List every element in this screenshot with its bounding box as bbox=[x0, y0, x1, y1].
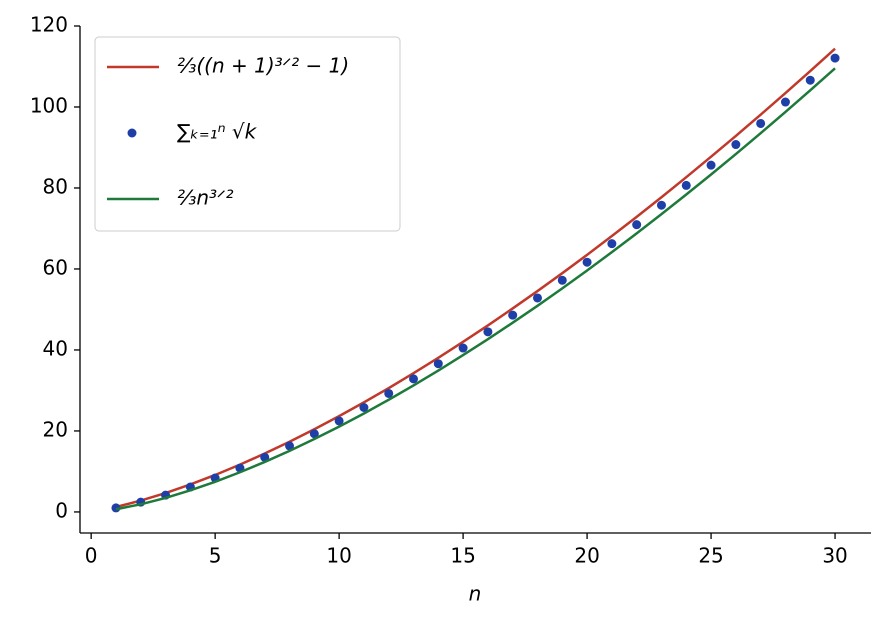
point bbox=[756, 118, 766, 128]
x-tick-label: 30 bbox=[822, 544, 847, 568]
point bbox=[111, 503, 121, 513]
point bbox=[285, 441, 295, 451]
y-tick-label: 120 bbox=[30, 13, 68, 37]
point bbox=[706, 160, 716, 170]
point bbox=[681, 180, 691, 190]
point bbox=[384, 388, 394, 398]
x-tick-label: 5 bbox=[209, 544, 222, 568]
legend-label: ²⁄₃n³ᐟ² bbox=[177, 186, 234, 210]
legend-label: ∑ₖ₌₁ⁿ √k bbox=[177, 120, 258, 144]
point bbox=[483, 327, 493, 337]
point bbox=[607, 239, 617, 249]
point bbox=[805, 75, 815, 85]
x-tick-label: 10 bbox=[326, 544, 351, 568]
x-axis-label: n bbox=[469, 582, 482, 606]
legend-label: ²⁄₃((n + 1)³ᐟ² − 1) bbox=[177, 54, 349, 78]
legend-box bbox=[94, 36, 401, 232]
point bbox=[557, 275, 567, 285]
y-tick-label: 40 bbox=[43, 336, 68, 360]
point bbox=[508, 310, 518, 320]
point bbox=[409, 374, 419, 384]
y-tick-label: 60 bbox=[43, 255, 68, 279]
y-tick-label: 0 bbox=[55, 498, 68, 522]
x-tick-label: 25 bbox=[698, 544, 723, 568]
x-tick-label: 15 bbox=[450, 544, 475, 568]
point bbox=[830, 53, 840, 63]
point bbox=[632, 220, 642, 230]
y-tick-label: 80 bbox=[43, 174, 68, 198]
point bbox=[433, 359, 443, 369]
point bbox=[731, 140, 741, 150]
y-tick-label: 20 bbox=[43, 417, 68, 441]
y-tick-label: 100 bbox=[30, 93, 68, 117]
point bbox=[780, 97, 790, 107]
x-tick-label: 20 bbox=[574, 544, 599, 568]
point bbox=[532, 293, 542, 303]
point bbox=[582, 257, 592, 267]
line-series bbox=[115, 67, 836, 511]
legend-marker bbox=[127, 128, 137, 138]
point bbox=[309, 429, 319, 439]
point bbox=[334, 416, 344, 426]
x-tick-label: 0 bbox=[85, 544, 98, 568]
point bbox=[458, 343, 468, 353]
point bbox=[359, 403, 369, 413]
point bbox=[656, 200, 666, 210]
